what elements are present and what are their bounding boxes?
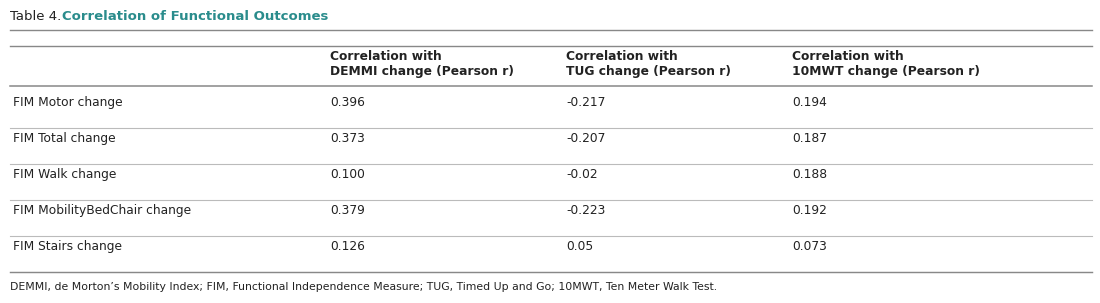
Text: 0.379: 0.379	[330, 204, 365, 217]
Text: -0.02: -0.02	[566, 168, 598, 181]
Text: 0.073: 0.073	[792, 240, 827, 253]
Text: 0.373: 0.373	[330, 132, 365, 145]
Text: FIM Stairs change: FIM Stairs change	[13, 240, 122, 253]
Text: 0.187: 0.187	[792, 132, 827, 145]
Text: Table 4.: Table 4.	[10, 10, 66, 23]
Text: FIM Walk change: FIM Walk change	[13, 168, 117, 181]
Text: 0.192: 0.192	[792, 204, 827, 217]
Text: -0.217: -0.217	[566, 96, 606, 109]
Text: FIM MobilityBedChair change: FIM MobilityBedChair change	[13, 204, 191, 217]
Text: 0.188: 0.188	[792, 168, 827, 181]
Text: -0.223: -0.223	[566, 204, 606, 217]
Text: Correlation of Functional Outcomes: Correlation of Functional Outcomes	[62, 10, 329, 23]
Text: 0.194: 0.194	[792, 96, 827, 109]
Text: 0.126: 0.126	[330, 240, 365, 253]
Text: Correlation with
TUG change (Pearson r): Correlation with TUG change (Pearson r)	[566, 50, 732, 78]
Text: -0.207: -0.207	[566, 132, 606, 145]
Text: 0.100: 0.100	[330, 168, 365, 181]
Text: DEMMI, de Morton’s Mobility Index; FIM, Functional Independence Measure; TUG, Ti: DEMMI, de Morton’s Mobility Index; FIM, …	[10, 282, 717, 292]
Text: FIM Motor change: FIM Motor change	[13, 96, 123, 109]
Text: Correlation with
10MWT change (Pearson r): Correlation with 10MWT change (Pearson r…	[792, 50, 980, 78]
Text: FIM Total change: FIM Total change	[13, 132, 116, 145]
Text: 0.05: 0.05	[566, 240, 594, 253]
Text: 0.396: 0.396	[330, 96, 365, 109]
Text: Correlation with
DEMMI change (Pearson r): Correlation with DEMMI change (Pearson r…	[330, 50, 514, 78]
